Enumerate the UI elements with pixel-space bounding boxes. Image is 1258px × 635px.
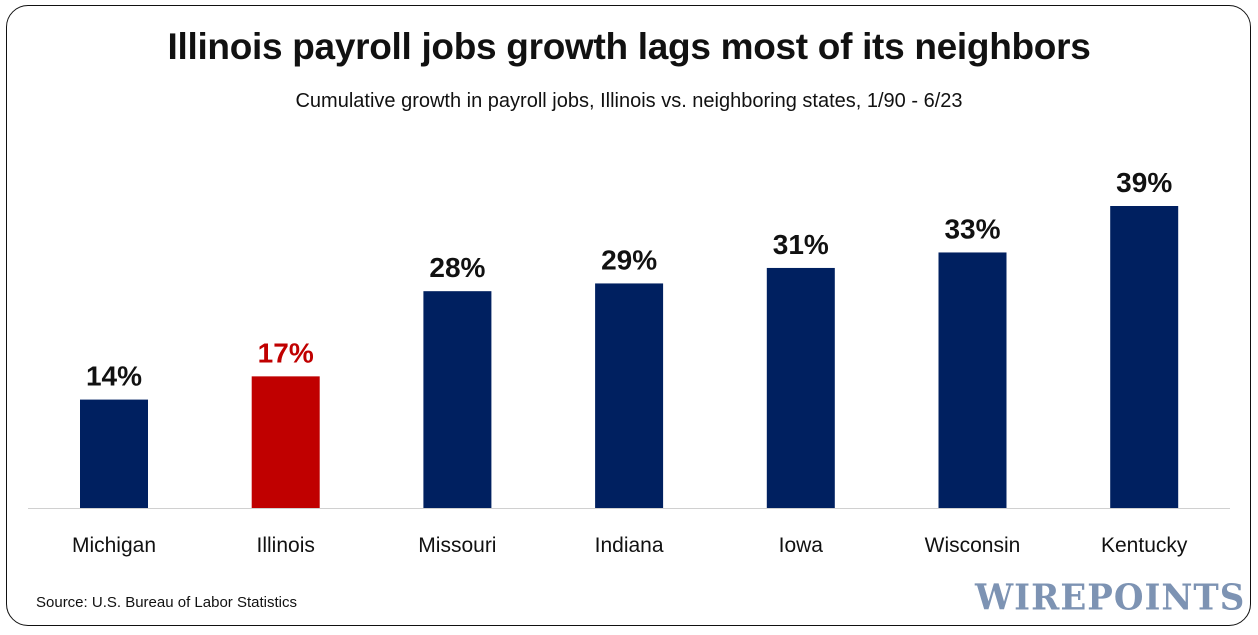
data-label-illinois: 17%: [258, 337, 314, 368]
data-label-iowa: 31%: [773, 229, 829, 260]
bar-michigan: [80, 399, 148, 508]
bar-illinois: [251, 376, 320, 508]
data-label-michigan: 14%: [86, 361, 142, 392]
bar-kentucky: [1110, 206, 1179, 508]
wirepoints-logo: WIREPOINTS: [975, 577, 1246, 619]
tick-label-wisconsin: Wisconsin: [925, 534, 1021, 557]
data-label-missouri: 28%: [429, 252, 485, 283]
bar-indiana: [595, 283, 664, 508]
tick-label-illinois: Illinois: [257, 534, 315, 557]
tick-label-missouri: Missouri: [418, 534, 496, 557]
tick-label-michigan: Michigan: [72, 534, 156, 557]
tick-label-kentucky: Kentucky: [1101, 534, 1188, 557]
data-label-wisconsin: 33%: [944, 213, 1000, 244]
data-label-indiana: 29%: [601, 244, 657, 275]
tick-label-indiana: Indiana: [595, 534, 664, 557]
bar-iowa: [766, 267, 835, 508]
chart-title: Illinois payroll jobs growth lags most o…: [167, 26, 1091, 67]
tick-label-iowa: Iowa: [779, 534, 824, 557]
bar-wisconsin: [938, 252, 1007, 508]
bar-missouri: [423, 291, 492, 508]
source-note: Source: U.S. Bureau of Labor Statistics: [36, 594, 297, 611]
chart-subtitle: Cumulative growth in payroll jobs, Illin…: [295, 90, 963, 112]
data-label-kentucky: 39%: [1116, 167, 1172, 198]
chart-frame: [6, 5, 1251, 626]
